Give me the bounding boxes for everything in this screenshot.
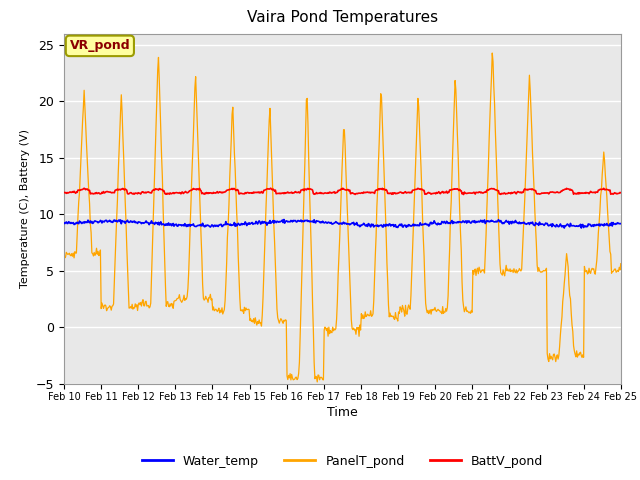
Title: Vaira Pond Temperatures: Vaira Pond Temperatures bbox=[247, 11, 438, 25]
Legend: Water_temp, PanelT_pond, BattV_pond: Water_temp, PanelT_pond, BattV_pond bbox=[137, 450, 548, 473]
Y-axis label: Temperature (C), Battery (V): Temperature (C), Battery (V) bbox=[20, 129, 30, 288]
X-axis label: Time: Time bbox=[327, 406, 358, 419]
Text: VR_pond: VR_pond bbox=[70, 39, 130, 52]
